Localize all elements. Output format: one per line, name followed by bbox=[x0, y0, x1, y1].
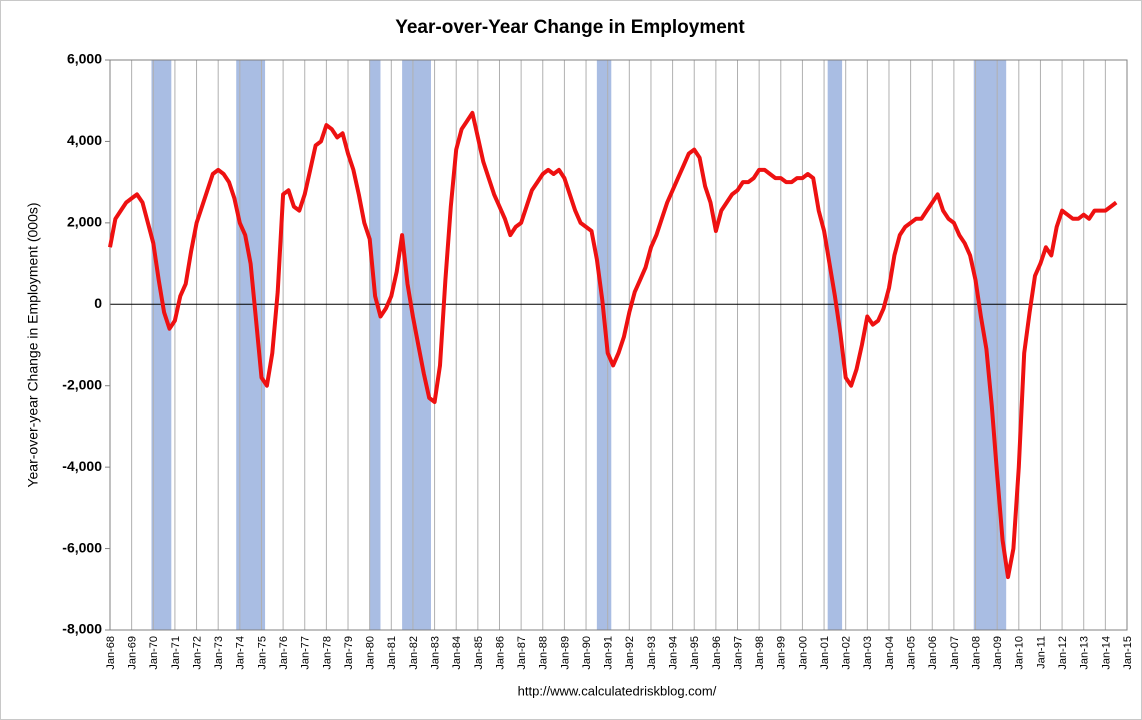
x-tick-label: Jan-15 bbox=[1122, 636, 1134, 670]
x-tick-label: Jan-76 bbox=[278, 636, 290, 670]
y-tick-label: -8,000 bbox=[62, 621, 102, 637]
x-tick-label: Jan-75 bbox=[256, 636, 268, 670]
x-tick-label: Jan-84 bbox=[451, 636, 463, 670]
x-tick-label: Jan-74 bbox=[235, 636, 247, 670]
x-tick-label: Jan-13 bbox=[1079, 636, 1091, 670]
x-tick-label: Jan-77 bbox=[300, 636, 312, 670]
y-tick-label: -6,000 bbox=[62, 539, 102, 555]
x-tick-label: Jan-05 bbox=[906, 636, 918, 670]
x-tick-label: Jan-06 bbox=[927, 636, 939, 670]
recession-band bbox=[369, 60, 381, 630]
x-tick-label: Jan-09 bbox=[992, 636, 1004, 670]
x-tick-label: Jan-12 bbox=[1057, 636, 1069, 670]
x-tick-label: Jan-93 bbox=[646, 636, 658, 670]
x-tick-label: Jan-68 bbox=[105, 636, 117, 670]
x-tick-label: Jan-96 bbox=[711, 636, 723, 670]
x-tick-label: Jan-10 bbox=[1014, 636, 1026, 670]
y-tick-label: 0 bbox=[94, 295, 102, 311]
x-tick-label: Jan-00 bbox=[797, 636, 809, 670]
x-tick-label: Jan-71 bbox=[170, 636, 182, 670]
x-tick-label: Jan-91 bbox=[603, 636, 615, 670]
x-tick-label: Jan-79 bbox=[343, 636, 355, 670]
x-tick-label: Jan-99 bbox=[776, 636, 788, 670]
x-tick-label: Jan-69 bbox=[127, 636, 139, 670]
x-tick-label: Jan-87 bbox=[516, 636, 528, 670]
x-tick-label: Jan-86 bbox=[494, 636, 506, 670]
plot-area bbox=[110, 60, 1127, 630]
line bbox=[108, 110, 1118, 580]
y-tick-label: -2,000 bbox=[62, 376, 102, 392]
x-tick-label: Jan-03 bbox=[862, 636, 874, 670]
x-tick-label: Jan-11 bbox=[1035, 636, 1047, 669]
recession-band bbox=[827, 60, 843, 630]
plot-border bbox=[109, 59, 1128, 631]
recession-band bbox=[596, 60, 612, 630]
x-tick-label: Jan-73 bbox=[213, 636, 225, 670]
x-tick-label: Jan-07 bbox=[949, 636, 961, 670]
recession-band bbox=[236, 60, 266, 630]
y-axis-label: Year-over-year Change in Employment (000… bbox=[25, 202, 41, 487]
y-tick-label: -4,000 bbox=[62, 458, 102, 474]
x-tick-label: Jan-88 bbox=[538, 636, 550, 670]
source: http://www.calculatedriskblog.com/ bbox=[518, 683, 717, 698]
x-tick-label: Jan-83 bbox=[429, 636, 441, 670]
x-tick-label: Jan-82 bbox=[408, 636, 420, 670]
x-tick-label: Jan-97 bbox=[732, 636, 744, 670]
x-tick-label: Jan-90 bbox=[581, 636, 593, 670]
y-tick-label: 2,000 bbox=[67, 214, 102, 230]
x-tick-label: Jan-98 bbox=[754, 636, 766, 670]
x-tick-label: Jan-92 bbox=[624, 636, 636, 670]
y-tick-label: 4,000 bbox=[67, 132, 102, 148]
x-tick-label: Jan-08 bbox=[970, 636, 982, 670]
x-tick-label: Jan-94 bbox=[668, 636, 680, 670]
x-tick-label: Jan-95 bbox=[689, 636, 701, 670]
x-tick-label: Jan-81 bbox=[386, 636, 398, 670]
x-tick-label: Jan-70 bbox=[148, 636, 160, 670]
y-tick-label: 6,000 bbox=[67, 51, 102, 67]
recession-band bbox=[151, 60, 172, 630]
x-tick-label: Jan-01 bbox=[819, 636, 831, 670]
x-tick-label: Jan-02 bbox=[841, 636, 853, 670]
x-tick-label: Jan-04 bbox=[884, 636, 896, 670]
x-tick-label: Jan-78 bbox=[321, 636, 333, 670]
x-tick-label: Jan-72 bbox=[191, 636, 203, 670]
x-tick-label: Jan-80 bbox=[365, 636, 377, 670]
x-tick-label: Jan-14 bbox=[1100, 636, 1112, 670]
x-tick-label: Jan-85 bbox=[473, 636, 485, 670]
chart-title: Year-over-Year Change in Employment bbox=[395, 17, 745, 38]
x-tick-label: Jan-89 bbox=[559, 636, 571, 670]
